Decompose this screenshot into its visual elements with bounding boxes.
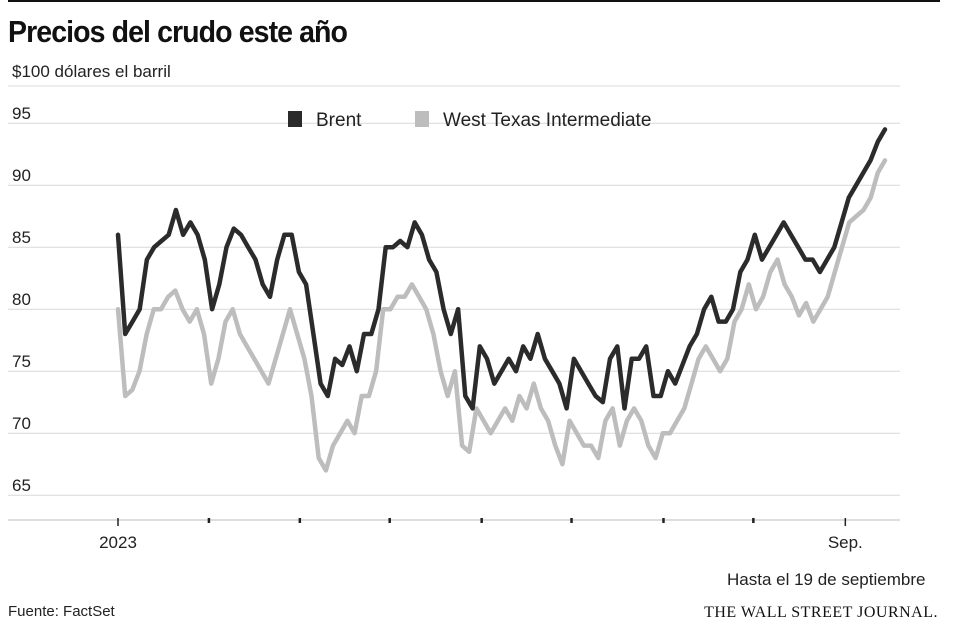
y-tick-label: 70	[12, 414, 31, 433]
series-line-wti	[115, 158, 888, 473]
chart-title: Precios del crudo este año	[8, 14, 348, 49]
y-tick-label: 80	[12, 290, 31, 309]
legend: Brent West Texas Intermediate	[288, 110, 651, 131]
y-axis-labels: 65 70 75 80 85 90 95	[12, 104, 31, 495]
series-lines	[115, 127, 888, 473]
publisher-logo: THE WALL STREET JOURNAL.	[704, 604, 938, 621]
x-axis-ticks: 2023 Sep.	[99, 518, 863, 552]
series-line-brent	[115, 127, 888, 411]
y-tick-label: 75	[12, 352, 31, 371]
y-tick-label: 95	[12, 104, 31, 123]
source-credit: Fuente: FactSet	[8, 603, 115, 620]
y-tick-label: 90	[12, 166, 31, 185]
legend-label: West Texas Intermediate	[443, 110, 651, 131]
y-tick-label: 65	[12, 476, 31, 495]
chart-subtitle: $100 dólares el barril	[12, 62, 171, 81]
x-tick-label: Sep.	[828, 533, 863, 552]
y-tick-label: 85	[12, 228, 31, 247]
legend-swatch	[415, 111, 429, 127]
x-tick-label: 2023	[99, 533, 137, 552]
date-note: Hasta el 19 de septiembre	[727, 570, 926, 589]
legend-label: Brent	[316, 110, 362, 131]
top-rule	[8, 0, 940, 2]
legend-swatch	[288, 111, 302, 127]
